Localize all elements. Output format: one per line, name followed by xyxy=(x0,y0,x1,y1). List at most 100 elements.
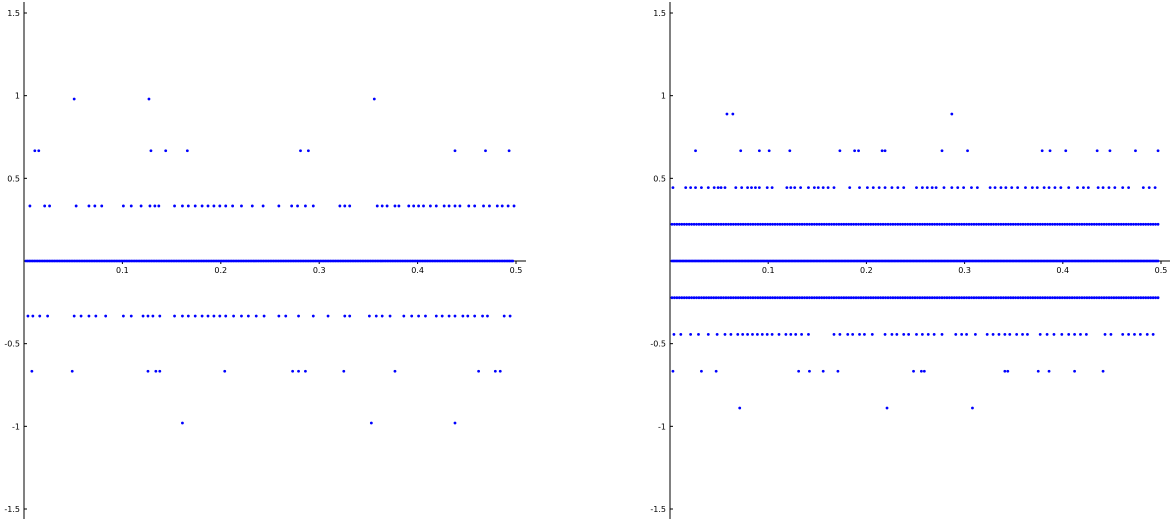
scatter-point xyxy=(832,296,836,300)
scatter-point xyxy=(1053,186,1057,189)
scatter-point xyxy=(874,222,878,226)
scatter-point xyxy=(906,296,910,300)
scatter-point xyxy=(670,222,674,226)
scatter-point xyxy=(157,204,161,208)
scatter-point xyxy=(37,149,41,153)
scatter-point xyxy=(842,222,846,226)
scatter-point xyxy=(70,369,74,373)
scatter-point xyxy=(763,296,767,300)
scatter-point xyxy=(797,369,801,373)
scatter-point xyxy=(682,296,686,300)
scatter-point xyxy=(930,222,934,226)
scatter-point xyxy=(338,204,342,208)
scatter-point xyxy=(729,296,733,300)
scatter-point xyxy=(820,222,824,226)
scatter-point xyxy=(1004,296,1008,300)
scatter-point xyxy=(1078,296,1081,300)
scatter-point xyxy=(709,296,713,300)
scatter-point xyxy=(925,186,929,189)
scatter-point xyxy=(1055,296,1059,300)
scatter-point xyxy=(297,369,300,373)
scatter-point xyxy=(736,222,740,226)
scatter-point xyxy=(962,186,966,189)
scatter-point xyxy=(224,204,228,208)
y-tick-label: 0.5 xyxy=(7,174,20,183)
scatter-point xyxy=(299,149,302,153)
scatter-point xyxy=(749,222,752,226)
scatter-point xyxy=(908,222,912,226)
scatter-point xyxy=(874,296,878,300)
scatter-point xyxy=(1149,296,1153,300)
scatter-point xyxy=(803,222,806,226)
scatter-point xyxy=(886,296,890,300)
scatter-point xyxy=(714,222,718,226)
scatter-point xyxy=(1134,222,1138,226)
scatter-point xyxy=(1038,296,1042,300)
scatter-point xyxy=(858,186,861,189)
scatter-point xyxy=(785,222,789,226)
scatter-point xyxy=(1151,222,1155,226)
scatter-point xyxy=(700,222,703,226)
scatter-point xyxy=(810,296,814,300)
scatter-point xyxy=(847,296,851,300)
scatter-point xyxy=(48,204,51,208)
scatter-point xyxy=(1073,296,1076,300)
scatter-point xyxy=(181,421,184,425)
scatter-point xyxy=(1085,222,1089,226)
scatter-point xyxy=(935,296,939,300)
scatter-point xyxy=(821,369,825,373)
scatter-point xyxy=(93,204,97,208)
scatter-point xyxy=(375,204,379,208)
scatter-point xyxy=(1080,222,1084,226)
scatter-point xyxy=(1127,296,1130,300)
scatter-point xyxy=(1015,333,1019,336)
scatter-point xyxy=(965,333,968,336)
scatter-point xyxy=(153,204,157,208)
scatter-point xyxy=(343,314,347,318)
scatter-point xyxy=(832,333,836,336)
scatter-point xyxy=(788,149,792,153)
scatter-point xyxy=(1048,296,1052,300)
scatter-point xyxy=(971,406,974,410)
scatter-point xyxy=(297,314,300,318)
scatter-point xyxy=(837,296,841,300)
scatter-point xyxy=(1021,222,1025,226)
scatter-point xyxy=(1084,333,1088,336)
scatter-point xyxy=(689,333,693,336)
scatter-point xyxy=(1048,149,1052,153)
scatter-point xyxy=(800,222,804,226)
scatter-point xyxy=(820,296,824,300)
scatter-point xyxy=(1028,296,1032,300)
scatter-point xyxy=(940,149,944,153)
scatter-point xyxy=(1127,222,1130,226)
scatter-point xyxy=(695,296,698,300)
scatter-point xyxy=(967,222,971,226)
scatter-point xyxy=(1059,186,1063,189)
scatter-point xyxy=(746,296,750,300)
scatter-point xyxy=(1063,296,1067,300)
scatter-point xyxy=(680,222,684,226)
scatter-point xyxy=(94,314,98,318)
scatter-point xyxy=(812,296,816,300)
scatter-point xyxy=(477,369,481,373)
scatter-point xyxy=(975,186,979,189)
scatter-point xyxy=(1121,186,1125,189)
scatter-point xyxy=(970,222,973,226)
scatter-point xyxy=(1036,369,1040,373)
scatter-point xyxy=(1156,149,1160,153)
scatter-point xyxy=(757,149,761,153)
scatter-point xyxy=(1021,296,1025,300)
scatter-point xyxy=(893,296,897,300)
scatter-point xyxy=(200,314,204,318)
scatter-point xyxy=(727,222,730,226)
scatter-point xyxy=(673,296,676,300)
scatter-point xyxy=(154,369,158,373)
scatter-point xyxy=(869,222,873,226)
scatter-point xyxy=(304,204,307,208)
scatter-point xyxy=(1137,296,1140,300)
scatter-point xyxy=(844,296,848,300)
y-tick-label: 1 xyxy=(15,92,20,101)
scatter-point xyxy=(885,406,889,410)
scatter-point xyxy=(1147,186,1151,189)
